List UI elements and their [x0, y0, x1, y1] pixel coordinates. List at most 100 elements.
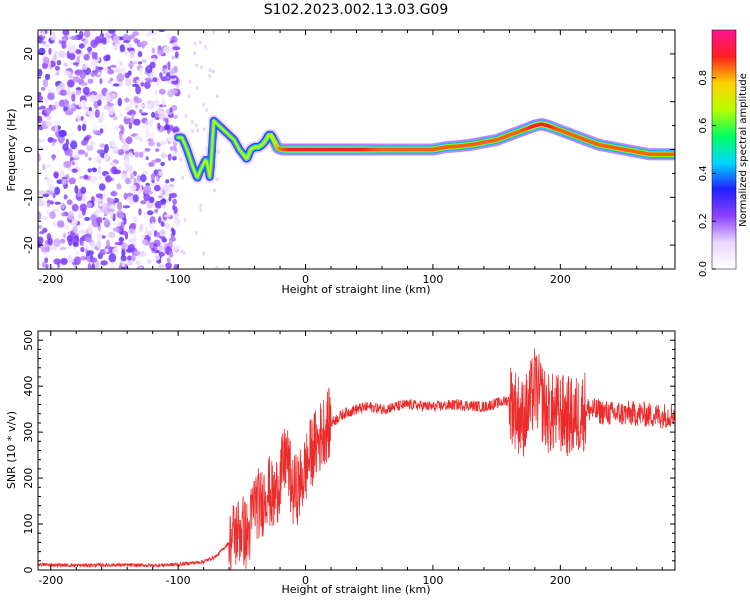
noise-blob: [171, 55, 176, 60]
noise-blob: [63, 160, 72, 168]
noise-blob: [72, 76, 81, 83]
noise-blob: [63, 70, 72, 76]
noise-blob: [136, 79, 144, 84]
noise-blob: [199, 203, 203, 208]
noise-blob: [62, 143, 69, 152]
noise-blob: [81, 38, 86, 42]
noise-blob: [78, 30, 84, 39]
noise-blob: [169, 185, 174, 193]
noise-blob: [141, 43, 145, 49]
noise-blob: [118, 213, 124, 219]
noise-blob: [90, 242, 96, 249]
noise-blob: [132, 31, 140, 36]
noise-blob: [81, 99, 87, 107]
noise-blob: [140, 174, 147, 183]
noise-blob: [53, 171, 59, 179]
spectrogram-y-tick-label: 10: [22, 95, 35, 109]
noise-blob: [145, 132, 151, 138]
noise-blob: [39, 230, 45, 235]
noise-blob: [141, 59, 147, 63]
noise-blob: [160, 161, 165, 167]
noise-blob: [154, 89, 158, 96]
noise-blob: [71, 93, 76, 102]
noise-blob: [86, 145, 94, 151]
noise-blob: [151, 159, 156, 165]
noise-blob: [172, 244, 179, 253]
noise-blob: [138, 104, 146, 108]
noise-blob: [60, 89, 67, 96]
noise-blob: [81, 197, 86, 202]
noise-blob: [84, 152, 89, 158]
noise-blob: [104, 218, 109, 225]
noise-blob: [44, 163, 52, 168]
snr-x-tick-label: -100: [166, 574, 191, 587]
noise-blob: [58, 129, 66, 138]
noise-blob: [170, 192, 178, 199]
noise-blob: [83, 30, 91, 38]
noise-blob: [102, 217, 106, 221]
noise-blob: [116, 221, 122, 227]
noise-blob: [143, 193, 151, 202]
noise-blob: [127, 244, 135, 251]
spectrogram-y-tick-label: -10: [22, 188, 35, 206]
noise-blob: [166, 72, 171, 77]
spectrogram-x-tick-label: 100: [422, 273, 443, 286]
noise-blob: [165, 118, 169, 125]
noise-blob: [92, 168, 97, 173]
colorbar-ticks: 0.0 0.2 0.4 0.6 0.8: [698, 70, 716, 277]
noise-blob: [163, 185, 169, 192]
noise-blob: [56, 220, 65, 228]
noise-blob: [112, 247, 119, 255]
noise-blob: [108, 231, 116, 238]
noise-blob: [135, 104, 139, 109]
noise-blob: [59, 246, 67, 251]
noise-blob: [38, 225, 43, 229]
noise-blob: [140, 82, 145, 87]
colorbar-tick-label: 0.2: [698, 213, 709, 229]
noise-blob: [203, 45, 207, 49]
noise-blob: [159, 72, 163, 78]
noise-blob: [126, 255, 132, 261]
noise-blob: [104, 98, 108, 106]
noise-blob: [52, 192, 56, 199]
noise-blob: [38, 47, 46, 56]
noise-blob: [46, 177, 53, 187]
noise-blob: [101, 235, 106, 239]
noise-blob: [45, 120, 53, 127]
noise-blob: [52, 220, 57, 228]
noise-blob: [166, 80, 173, 85]
noise-blob: [160, 76, 168, 82]
noise-blob: [38, 91, 42, 97]
snr-x-tick-label: -200: [38, 574, 63, 587]
noise-blob: [129, 99, 133, 108]
spectrogram-y-ticks: -20 -10 0 10 20: [22, 29, 675, 270]
noise-blob: [157, 49, 164, 56]
noise-blob: [173, 264, 179, 269]
noise-blob: [88, 107, 93, 112]
noise-blob: [167, 153, 172, 161]
noise-blob: [121, 143, 129, 152]
noise-blob: [161, 154, 169, 158]
noise-blob: [38, 111, 41, 117]
noise-blob: [158, 216, 162, 224]
noise-blob: [215, 265, 219, 269]
noise-blob: [38, 68, 43, 77]
noise-blob: [49, 185, 55, 192]
noise-blob: [70, 140, 78, 150]
noise-blob: [38, 115, 43, 124]
noise-blob: [38, 36, 43, 44]
noise-blob: [90, 72, 96, 77]
colorbar-tick-label: 0.0: [698, 261, 709, 277]
noise-blob: [183, 217, 187, 222]
snr-y-ticks: 0 100 200 300 400 500: [22, 330, 675, 574]
noise-blob: [77, 124, 82, 132]
noise-blob: [109, 162, 117, 167]
noise-blob: [195, 63, 199, 68]
noise-blob: [46, 200, 54, 204]
noise-blob: [135, 97, 143, 104]
noise-blob: [130, 222, 137, 229]
noise-blob: [107, 68, 115, 75]
noise-blob: [153, 101, 161, 107]
noise-blob: [81, 123, 87, 132]
noise-blob: [61, 178, 67, 186]
